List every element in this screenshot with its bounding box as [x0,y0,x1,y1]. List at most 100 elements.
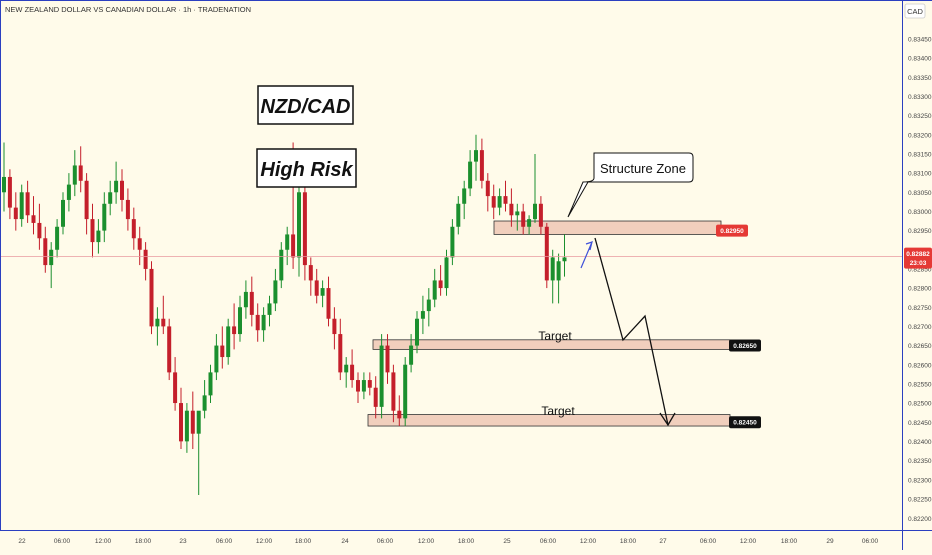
candle-body [155,318,160,327]
candle [184,403,189,453]
price-tick-label: 0.82750 [908,305,932,312]
target-label-1: Target [538,329,572,343]
candle-body [25,192,30,216]
currency-badge[interactable]: CAD [907,7,923,16]
price-tick-label: 0.82650 [908,343,932,350]
candle [474,134,478,181]
candle-body [338,334,343,373]
price-tick-label: 0.82200 [908,516,932,523]
price-tick-label: 0.83250 [908,113,932,120]
candle-body [426,299,431,312]
candle-body [521,211,526,227]
candle-body [202,395,207,411]
candle [503,180,508,212]
candle [78,146,83,193]
candle-body [220,345,225,358]
candle [102,192,107,243]
candle-body [509,203,514,216]
candle-body [409,345,414,365]
candle-body [403,364,408,419]
candle-body [90,219,95,243]
candle [361,372,366,400]
time-tick-label: 12:00 [740,538,757,545]
current-price-tag-text: 23:03 [910,260,927,267]
candle [84,173,89,235]
candle-body [261,314,266,331]
candle [167,318,172,381]
candle [438,265,443,296]
price-tick-label: 0.83450 [908,37,932,44]
target-2-price-tag-text: 0.82450 [733,420,757,427]
candle [533,153,537,223]
candle [462,180,467,220]
time-tick-label: 22 [18,538,26,545]
price-axis[interactable]: 0.83450 0.83400 0.83350 0.83300 0.83250 0.832… [908,37,932,523]
candle [338,318,343,381]
candle [509,188,514,227]
time-tick-label: 27 [659,538,667,545]
candle-body [550,257,555,281]
price-tick-label: 0.82550 [908,382,932,389]
time-tick-label: 18:00 [781,538,798,545]
price-tick-label: 0.82850 [908,267,932,274]
candle-body [497,196,502,208]
time-tick-label: 18:00 [620,538,637,545]
candle-body [102,203,107,231]
candle-body [2,176,6,193]
price-tags: 0.82950 0.82650 0.82450 0.82882 23:03 [716,224,932,429]
candle [196,410,201,496]
candle-body [184,410,189,442]
candle [285,226,290,266]
time-tick-label: 06:00 [540,538,557,545]
candle [232,303,237,350]
candle [7,169,12,220]
time-axis[interactable]: 22 06:00 12:00 18:00 23 06:00 12:00 18:00 24 06:0… [18,538,878,545]
candle-body [161,318,166,327]
price-tick-label: 0.82250 [908,497,932,504]
risk-label-box [256,148,357,188]
candle-body [397,410,402,419]
candle-body [450,226,455,258]
candle [391,364,396,423]
price-tick-label: 0.83400 [908,56,932,63]
candle-body [196,410,201,434]
candle-body [43,238,48,266]
candle [208,364,213,404]
candle-body [285,234,290,250]
candle [344,357,349,388]
price-tick-label: 0.83200 [908,132,932,139]
current-price-tag-text: 0.82882 [906,251,930,258]
forecast-arrowhead [659,412,676,427]
candle [515,203,520,231]
candle-body [420,311,425,319]
risk-label: High Risk [260,159,353,181]
price-tick-label: 0.83100 [908,171,932,178]
target-label-2: Target [541,404,575,418]
candle [497,188,502,216]
candle [190,391,195,450]
price-tick-label: 0.82450 [908,420,932,427]
candle [420,295,425,335]
current-price-tag: 0.82882 23:03 [904,247,932,269]
candle [403,357,408,427]
currency-badge-box[interactable] [904,3,926,19]
candle-body [243,291,248,308]
candle [220,326,225,369]
candle [450,219,455,266]
candle [43,226,48,273]
candle [314,268,319,304]
candle [238,295,242,342]
candle [120,169,124,212]
pair-label-box [257,85,354,125]
candle-body [167,326,172,373]
candle [261,307,266,342]
candle [108,180,113,216]
candle-body [556,261,561,281]
structure-price-tag-text: 0.82950 [720,228,744,235]
price-tick-label: 0.82400 [908,439,932,446]
candle [25,180,30,223]
candle [273,268,278,312]
candle [562,234,567,277]
